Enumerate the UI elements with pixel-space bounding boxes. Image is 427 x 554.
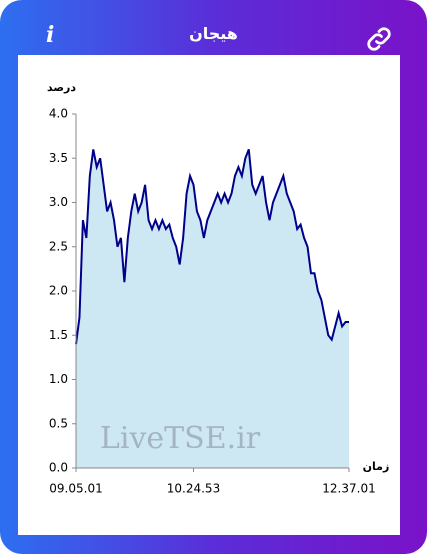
area-fill — [76, 149, 349, 468]
x-tick-label: 09.05.01 — [49, 482, 102, 496]
y-axis-label: درصد — [47, 81, 76, 94]
header-title: هیجان — [189, 24, 238, 43]
y-tick-label: 0.5 — [49, 416, 68, 430]
watermark: LiveTSE.ir — [100, 421, 261, 456]
x-tick-label: 12.37.01 — [322, 482, 375, 496]
line — [75, 149, 349, 345]
y-tick-label: 3.5 — [49, 151, 68, 165]
x-tick-label: 10.24.53 — [167, 482, 220, 496]
y-tick-label: 1.5 — [49, 328, 68, 342]
info-button[interactable]: i — [46, 22, 55, 48]
y-tick-label: 1.0 — [49, 372, 68, 386]
y-tick-label: 2.5 — [49, 239, 68, 253]
y-tick-label: 3.0 — [49, 195, 68, 209]
y-tick-label: 4.0 — [49, 107, 68, 121]
y-tick-label: 2.0 — [49, 284, 68, 298]
x-axis-label: زمان — [363, 460, 390, 473]
y-tick-label: 0.0 — [49, 461, 68, 475]
link-icon[interactable] — [364, 24, 394, 54]
